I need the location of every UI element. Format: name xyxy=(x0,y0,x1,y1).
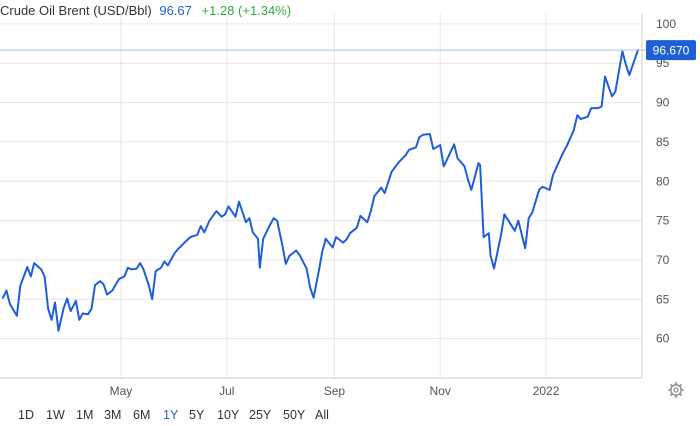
range-button-all[interactable]: All xyxy=(315,408,329,422)
last-value-tag xyxy=(646,40,696,61)
range-button-25y[interactable]: 25Y xyxy=(249,408,272,422)
y-tick-label: 65 xyxy=(656,292,670,306)
y-tick-label: 85 xyxy=(656,135,670,149)
x-tick-label: 2022 xyxy=(533,384,560,398)
range-button-1w[interactable]: 1W xyxy=(46,408,65,422)
range-button-50y[interactable]: 50Y xyxy=(283,408,306,422)
y-tick-label: 75 xyxy=(656,214,670,228)
y-tick-label: 60 xyxy=(656,332,670,346)
range-button-1m[interactable]: 1M xyxy=(76,408,94,422)
current-price: 96.67 xyxy=(159,3,192,18)
series-layer xyxy=(2,49,639,332)
range-button-6m[interactable]: 6M xyxy=(133,408,151,422)
range-button-1y[interactable]: 1Y xyxy=(163,408,179,422)
grid-lines xyxy=(0,14,642,378)
y-tick-label: 90 xyxy=(656,96,670,110)
x-tick-label: Jul xyxy=(219,384,234,398)
gear-icon xyxy=(668,382,684,398)
instrument-title: Crude Oil Brent (USD/Bbl) xyxy=(0,3,152,18)
chart-header: Crude Oil Brent (USD/Bbl) 96.67 +1.28 (+… xyxy=(0,3,291,21)
price-change: +1.28 (+1.34%) xyxy=(201,3,292,18)
last-value-layer: 96.670 xyxy=(0,40,696,61)
x-tick-label: May xyxy=(110,384,133,398)
y-tick-label: 70 xyxy=(656,253,670,267)
range-button-5y[interactable]: 5Y xyxy=(189,408,205,422)
price-series-line xyxy=(2,49,639,332)
range-button-3m[interactable]: 3M xyxy=(104,408,122,422)
x-tick-label: Sep xyxy=(324,384,346,398)
range-button-1d[interactable]: 1D xyxy=(18,408,34,422)
y-tick-label: 80 xyxy=(656,174,670,188)
x-tick-label: Nov xyxy=(430,384,451,398)
y-tick-label: 100 xyxy=(656,17,676,31)
settings-button[interactable] xyxy=(668,382,684,398)
range-button-10y[interactable]: 10Y xyxy=(217,408,240,422)
last-value-label: 96.670 xyxy=(653,44,690,58)
